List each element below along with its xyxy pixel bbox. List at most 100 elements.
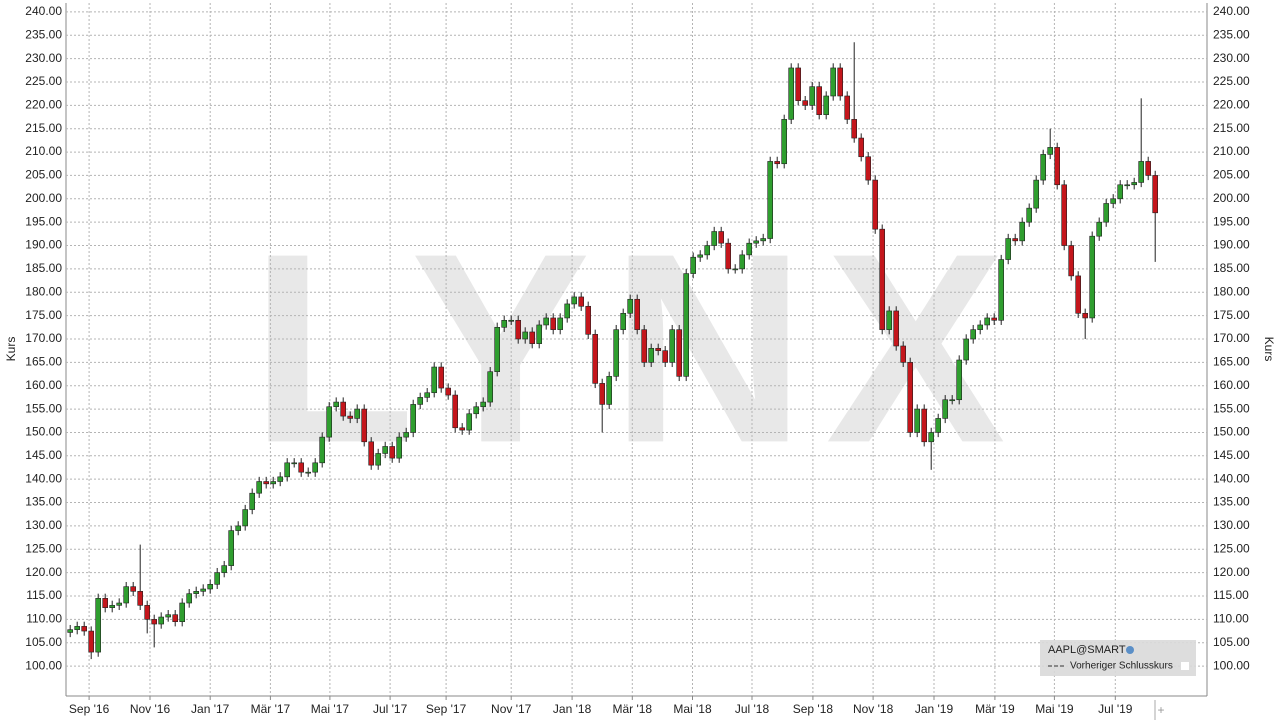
y-tick-label: 165.00 (25, 355, 62, 369)
y-tick-label: 210.00 (25, 144, 62, 158)
y2-tick-label: 115.00 (1213, 588, 1249, 602)
y-tick-label: 105.00 (25, 635, 62, 649)
candle-body (830, 67, 837, 97)
x-tick-label: Sep '17 (426, 702, 467, 716)
candle-body (928, 432, 935, 443)
candle-body (865, 156, 872, 181)
legend-instrument: AAPL@SMART (1048, 644, 1126, 656)
candle-body (1054, 147, 1060, 186)
candle-body (872, 179, 879, 230)
y-tick-label: 130.00 (25, 518, 62, 532)
y-tick-label: 115.00 (26, 588, 62, 602)
candle-body (858, 137, 865, 158)
candle-body (767, 161, 774, 239)
y-tick-label: 110.00 (26, 612, 62, 626)
x-tick-label: Jan '18 (553, 702, 592, 716)
candle-body (823, 95, 830, 115)
candle-body (501, 319, 508, 328)
candle-body (781, 119, 788, 165)
y-tick-label: 190.00 (25, 238, 62, 252)
candle-body (270, 481, 277, 485)
y2-tick-label: 105.00 (1213, 635, 1250, 649)
y-tick-label: 215.00 (25, 121, 62, 135)
add-icon[interactable]: + (1157, 703, 1164, 717)
y-tick-label: 230.00 (25, 51, 62, 65)
candle-body (620, 312, 627, 330)
candle-body (998, 259, 1005, 321)
candle-body (298, 462, 305, 473)
candle-body (431, 366, 438, 394)
candle-body (347, 415, 354, 419)
y2-tick-label: 235.00 (1213, 27, 1250, 41)
y2-tick-label: 210.00 (1213, 144, 1250, 158)
candle-body (242, 509, 248, 527)
candle-body (340, 401, 347, 417)
y2-tick-label: 140.00 (1213, 471, 1250, 485)
y2-tick-label: 155.00 (1213, 401, 1250, 415)
candle-body (571, 296, 578, 305)
candle-body (739, 254, 746, 270)
candle-body (424, 392, 431, 398)
y2-tick-label: 180.00 (1213, 284, 1250, 298)
candle-body (1082, 312, 1088, 319)
candle-body (403, 432, 410, 438)
candle-body (1131, 182, 1137, 186)
candle-body (802, 100, 809, 106)
candle-body (648, 348, 655, 363)
candle-body (487, 371, 494, 403)
candle-body (627, 298, 634, 314)
y2-tick-label: 185.00 (1213, 261, 1250, 275)
x-tick-label: Jan '19 (915, 702, 954, 716)
candle-body (375, 453, 382, 466)
candle-body (144, 605, 150, 620)
candle-body (1124, 184, 1130, 187)
y-axis-title: Kurs (4, 337, 18, 362)
x-tick-label: Nov '16 (130, 702, 171, 716)
y2-tick-label: 165.00 (1213, 355, 1250, 369)
legend-globe-icon[interactable] (1126, 646, 1134, 654)
candle-body (67, 629, 73, 633)
legend-checkbox[interactable] (1181, 662, 1189, 670)
y-tick-label: 200.00 (25, 191, 62, 205)
y2-axis-title: Kurs (1262, 337, 1276, 362)
candle-body (81, 626, 87, 632)
candle-body (158, 616, 164, 625)
candle-body (368, 441, 375, 466)
candle-body (473, 406, 480, 415)
candle-body (1068, 245, 1074, 277)
candle-body (795, 67, 802, 101)
x-tick-label: Nov '17 (491, 702, 532, 716)
candle-body (543, 317, 550, 326)
x-tick-label: Mai '18 (673, 702, 712, 716)
candle-body (732, 268, 739, 271)
candle-body (228, 530, 234, 566)
candle-body (606, 376, 613, 405)
candle-body (844, 95, 851, 120)
y2-tick-label: 160.00 (1213, 378, 1250, 392)
candle-body (102, 598, 108, 608)
y2-tick-label: 150.00 (1213, 425, 1250, 439)
candle-body (1012, 238, 1019, 242)
candle-body (641, 329, 648, 363)
candle-body (235, 525, 241, 531)
candle-body (291, 462, 298, 465)
candle-body (837, 67, 844, 97)
candle-body (725, 242, 732, 270)
candle-body (907, 362, 914, 433)
candle-body (977, 324, 984, 330)
candle-body (921, 408, 928, 443)
y2-tick-label: 195.00 (1213, 214, 1250, 228)
x-tick-label: Jul '19 (1098, 702, 1133, 716)
candle-body (655, 348, 662, 351)
candle-body (1047, 147, 1053, 155)
candle-body (109, 605, 115, 608)
candle-body (613, 329, 620, 377)
candle-body (116, 602, 122, 606)
y-tick-label: 175.00 (25, 308, 62, 322)
x-tick-label: Jul '18 (735, 702, 770, 716)
y2-tick-label: 225.00 (1213, 74, 1250, 88)
candle-body (788, 67, 795, 120)
candle-body (193, 591, 199, 594)
candle-body (564, 303, 571, 319)
y2-tick-label: 200.00 (1213, 191, 1250, 205)
